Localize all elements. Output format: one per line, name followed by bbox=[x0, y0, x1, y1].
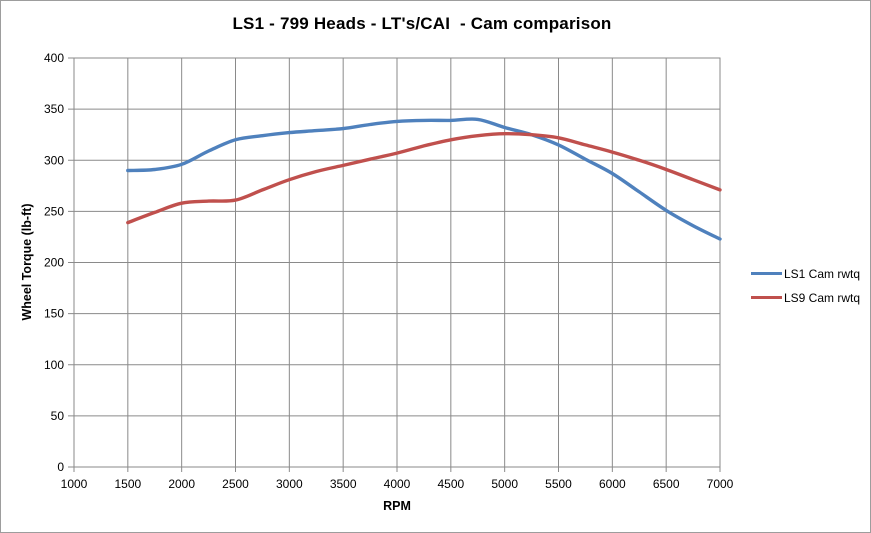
legend-label-ls9: LS9 Cam rwtq bbox=[784, 290, 861, 305]
legend-line-icon-ls1 bbox=[751, 271, 782, 276]
series-line-ls9 bbox=[126, 131, 722, 225]
y-tick-label: 0 bbox=[57, 460, 64, 474]
x-tick-label: 5500 bbox=[545, 477, 572, 491]
x-tick-label: 5000 bbox=[491, 477, 518, 491]
legend: LS1 Cam rwtq LS9 Cam rwtq bbox=[751, 266, 860, 305]
y-tick-label: 400 bbox=[44, 51, 64, 65]
y-tick-label: 100 bbox=[44, 358, 64, 372]
legend-item-ls1-cam: LS1 Cam rwtq bbox=[751, 266, 860, 281]
y-tick-label: 350 bbox=[44, 102, 64, 116]
x-tick-label: 3500 bbox=[330, 477, 357, 491]
y-tick-label: 250 bbox=[44, 204, 64, 218]
x-axis-title: RPM bbox=[383, 499, 411, 513]
legend-item-ls9-cam: LS9 Cam rwtq bbox=[751, 290, 860, 305]
x-tick-label: 1000 bbox=[61, 477, 88, 491]
y-tick-label: 300 bbox=[44, 153, 64, 167]
y-tick-label: 150 bbox=[44, 307, 64, 321]
legend-line-icon-ls9 bbox=[751, 295, 782, 300]
y-tick-label: 50 bbox=[51, 409, 65, 423]
x-tick-label: 6500 bbox=[653, 477, 680, 491]
series-line-ls1 bbox=[126, 117, 722, 241]
y-tick-label: 200 bbox=[44, 256, 64, 270]
chart-title: LS1 - 799 Heads - LT's/CAI - Cam compari… bbox=[232, 14, 612, 33]
legend-label-ls1: LS1 Cam rwtq bbox=[784, 266, 861, 281]
x-tick-label: 2000 bbox=[168, 477, 195, 491]
x-tick-label: 3000 bbox=[276, 477, 303, 491]
x-tick-label: 2500 bbox=[222, 477, 249, 491]
x-tick-label: 1500 bbox=[114, 477, 141, 491]
x-tick-label: 6000 bbox=[599, 477, 626, 491]
x-tick-label: 4000 bbox=[384, 477, 411, 491]
x-tick-label: 7000 bbox=[707, 477, 734, 491]
x-tick-label: 4500 bbox=[437, 477, 464, 491]
